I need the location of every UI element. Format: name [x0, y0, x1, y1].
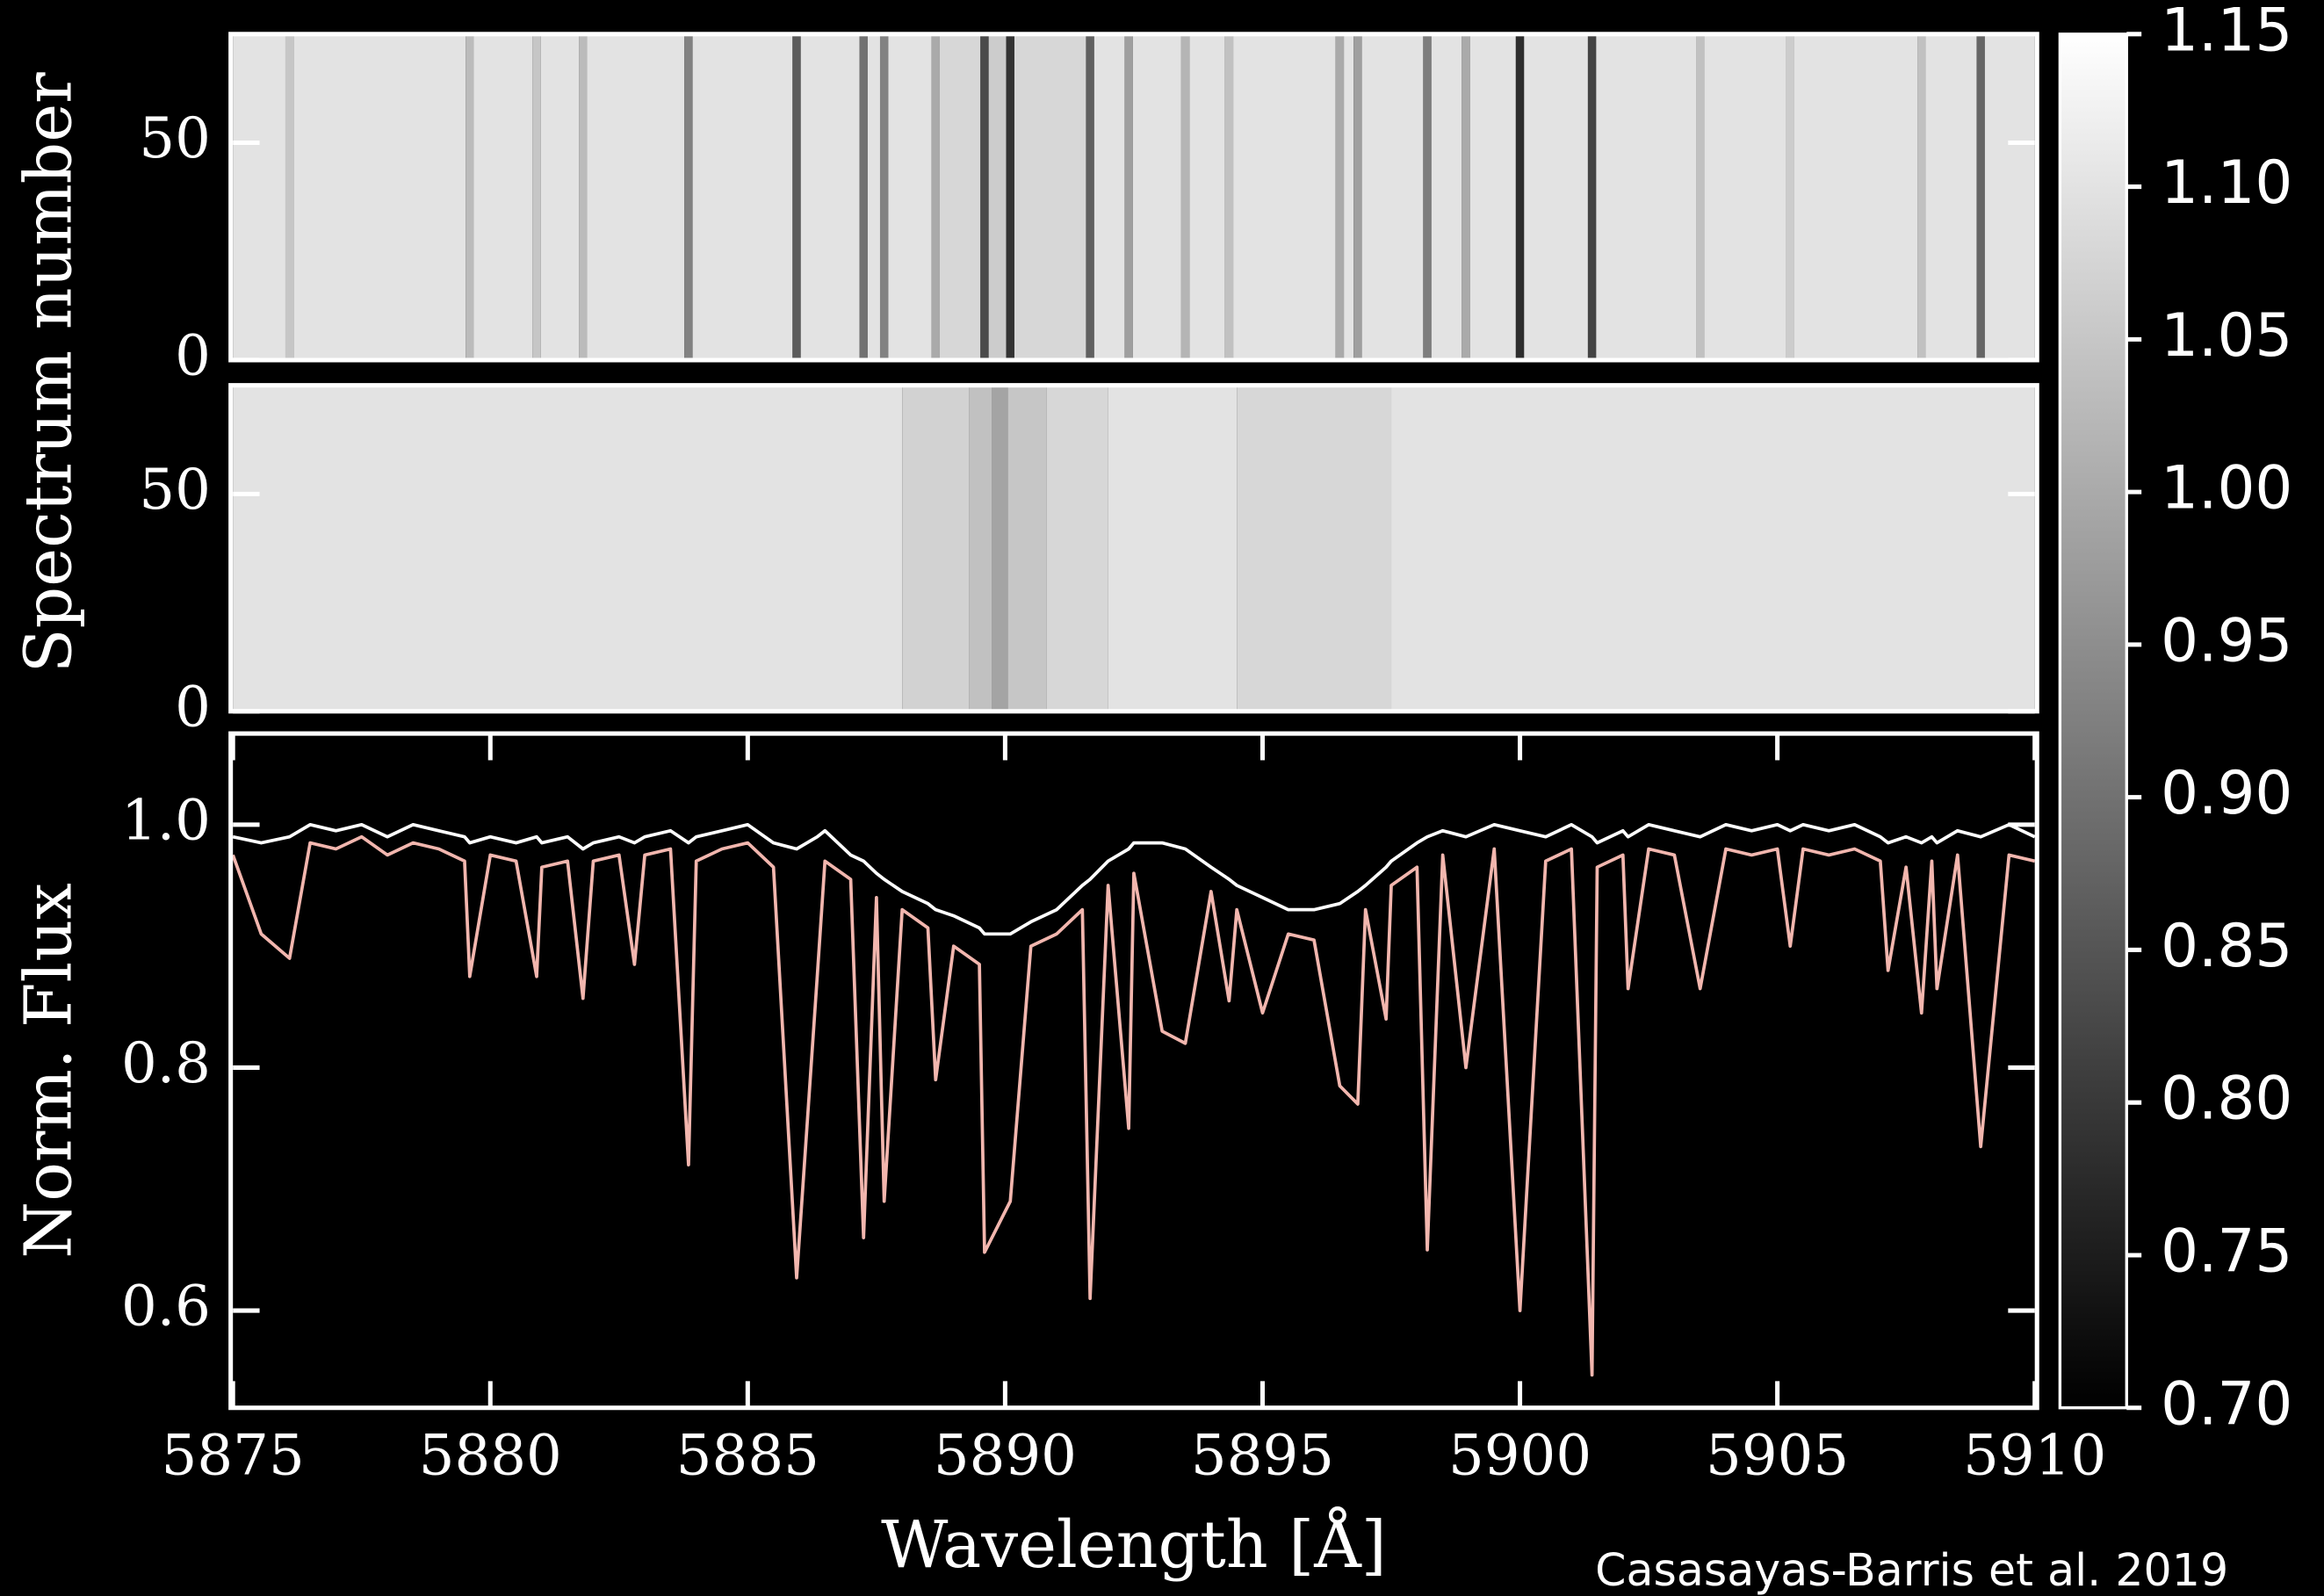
heatmap-cell: [1233, 33, 1336, 360]
heatmap-cell: [902, 385, 970, 711]
heatmap-cell: [1469, 33, 1516, 360]
heatmap-cell: [233, 33, 285, 360]
x-tick-label: 5890: [934, 1423, 1077, 1488]
heatmap-cell: [1462, 33, 1470, 360]
heatmap-cell: [1224, 33, 1234, 360]
heatmap-cell: [888, 33, 932, 360]
heatmap-cell: [532, 33, 541, 360]
y-tick-label: 0.6: [121, 1275, 211, 1340]
colorbar-tick-label: 0.75: [2161, 1217, 2292, 1286]
heatmap-cell: [1014, 33, 1086, 360]
colorbar-tick-label: 1.15: [2161, 0, 2292, 64]
heatmap-cell: [684, 33, 693, 360]
x-tick-label: 5895: [1191, 1423, 1334, 1488]
panel-frame: [228, 383, 2039, 714]
y-tick-label: 1.0: [121, 788, 211, 853]
y-tick-label: 0.8: [121, 1031, 211, 1096]
heatmap-cell: [1587, 33, 1597, 360]
heatmap-cell: [579, 33, 588, 360]
heatmap-cell: [1704, 33, 1786, 360]
colorbar-tick-label: 0.85: [2161, 911, 2292, 980]
heatmap-cell: [233, 385, 903, 711]
x-tick-label: 5880: [419, 1423, 562, 1488]
x-axis-label: Wavelength [Å]: [881, 1506, 1387, 1583]
colorbar-tick-label: 0.90: [2161, 758, 2292, 827]
heatmap-cell: [1108, 385, 1238, 711]
heatmap-cell: [1786, 33, 1794, 360]
colorbar-tick-label: 1.05: [2161, 300, 2292, 370]
heatmap-cell: [1696, 33, 1705, 360]
heatmap-cell: [1596, 33, 1697, 360]
heatmap-cell: [1344, 33, 1354, 360]
heatmap-cell: [1353, 33, 1362, 360]
heatmap-cell: [879, 33, 889, 360]
heatmap-cell: [1335, 33, 1345, 360]
heatmap-cell: [800, 33, 860, 360]
heatmap-cell: [285, 33, 294, 360]
heatmap-cell: [293, 33, 466, 360]
heatmap-cell: [1124, 33, 1133, 360]
colorbar-tick-label: 0.95: [2161, 605, 2292, 675]
heatmap-cell: [1046, 385, 1108, 711]
heatmap-cell: [473, 33, 533, 360]
heatmap-cell: [1794, 33, 1918, 360]
heatmap-cell: [1391, 385, 2035, 711]
credit: Casasayas-Barris et al. 2019: [1595, 1544, 2228, 1596]
y-tick-label: 50: [139, 458, 211, 523]
heatmap-cell: [1524, 33, 1588, 360]
heatmap-cell: [466, 33, 474, 360]
heatmap-cell: [1093, 33, 1125, 360]
panel-frame: [228, 731, 2039, 1411]
x-tick-label: 5905: [1706, 1423, 1849, 1488]
heatmap-cell: [1006, 33, 1014, 360]
heatmap-cell: [692, 33, 793, 360]
heatmap-cell: [992, 385, 1008, 711]
y-tick-label: 0: [175, 323, 211, 388]
panel-frame: [228, 32, 2039, 363]
heatmap-cell: [792, 33, 801, 360]
spectrum-line: [232, 822, 2036, 936]
colorbar-tick-label: 1.10: [2161, 148, 2292, 217]
heatmap-cell: [867, 33, 880, 360]
y-axis-label: Spectrum number: [11, 72, 87, 673]
y-tick-label: 0: [175, 675, 211, 740]
heatmap-cell: [969, 385, 992, 711]
heatmap-cell: [1361, 33, 1424, 360]
colorbar-tick-label: 0.80: [2161, 1064, 2292, 1133]
heatmap-cell: [1180, 33, 1190, 360]
heatmap-cell: [1007, 385, 1047, 711]
heatmap-cell: [859, 33, 868, 360]
x-tick-label: 5900: [1448, 1423, 1591, 1488]
x-tick-label: 5875: [162, 1423, 305, 1488]
heatmap-cell: [988, 33, 1007, 360]
heatmap-cell: [1132, 33, 1181, 360]
colorbar-tick-label: 1.00: [2161, 453, 2292, 523]
heatmap-cell: [1423, 33, 1432, 360]
x-tick-label: 5910: [1963, 1423, 2106, 1488]
colorbar: [2058, 32, 2128, 1410]
heatmap-cell: [1086, 33, 1094, 360]
heatmap-cell: [1917, 33, 1926, 360]
heatmap-cell: [1237, 385, 1392, 711]
heatmap-cell: [1925, 33, 1977, 360]
spectrum-line: [231, 834, 2036, 1377]
heatmap-cell: [540, 33, 580, 360]
heatmap-cell: [1431, 33, 1462, 360]
heatmap-cell: [939, 33, 981, 360]
heatmap-cell: [1984, 33, 2035, 360]
colorbar-tick-label: 0.70: [2161, 1369, 2292, 1438]
heatmap-cell: [587, 33, 685, 360]
x-tick-label: 5885: [676, 1423, 819, 1488]
heatmap-cell: [1515, 33, 1525, 360]
heatmap-cell: [1976, 33, 1985, 360]
heatmap-cell: [1189, 33, 1225, 360]
heatmap-cell: [980, 33, 989, 360]
plot-area: [233, 733, 2035, 1408]
y-axis-label: Norm. Flux: [11, 883, 87, 1259]
heatmap-cell: [931, 33, 940, 360]
y-tick-label: 50: [139, 106, 211, 171]
